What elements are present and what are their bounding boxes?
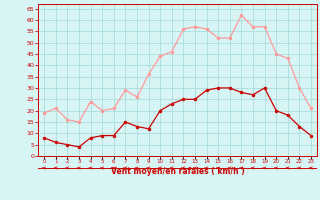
X-axis label: Vent moyen/en rafales ( km/h ): Vent moyen/en rafales ( km/h ) xyxy=(111,167,244,176)
